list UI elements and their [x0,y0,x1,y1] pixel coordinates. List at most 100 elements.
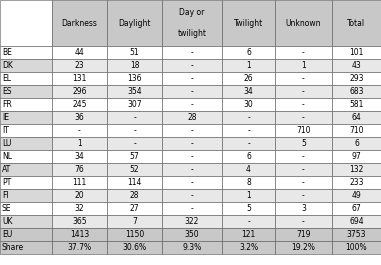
Text: 3: 3 [301,204,306,213]
Bar [275,98,332,111]
Bar [162,98,222,111]
Bar [0,163,52,176]
Bar [0,59,52,72]
Text: SE: SE [2,204,11,213]
Bar [222,228,275,241]
Bar [275,46,332,59]
Text: EL: EL [2,74,11,83]
Bar [52,189,107,202]
Bar [222,241,275,254]
Bar [52,111,107,124]
Bar [332,241,381,254]
Text: -: - [190,139,194,148]
Text: 30.6%: 30.6% [122,243,147,252]
Text: 719: 719 [296,230,311,239]
Text: -: - [302,217,305,226]
Bar [0,137,52,150]
Bar [162,228,222,241]
Text: 76: 76 [75,165,84,174]
Bar [0,72,52,85]
Text: 51: 51 [130,48,139,57]
Text: -: - [247,126,250,135]
Bar [52,176,107,189]
Text: 44: 44 [75,48,84,57]
Bar [332,215,381,228]
Bar [52,98,107,111]
Text: -: - [190,100,194,109]
Bar [0,150,52,163]
Text: FR: FR [2,100,12,109]
Bar [222,111,275,124]
Text: -: - [302,74,305,83]
Bar [162,85,222,98]
Bar [275,0,332,46]
Text: 57: 57 [130,152,139,161]
Text: 9.3%: 9.3% [182,243,202,252]
Text: 114: 114 [127,178,142,187]
Text: -: - [302,178,305,187]
Bar [162,72,222,85]
Bar [275,111,332,124]
Text: Twilight: Twilight [234,19,263,28]
Bar [275,228,332,241]
Bar [222,202,275,215]
Bar [332,124,381,137]
Text: -: - [302,87,305,96]
Bar [162,137,222,150]
Bar [222,72,275,85]
Text: 296: 296 [72,87,87,96]
Bar [275,72,332,85]
Bar [222,46,275,59]
Bar [107,85,162,98]
Text: Unknown: Unknown [286,19,321,28]
Bar [107,124,162,137]
Text: 1150: 1150 [125,230,144,239]
Text: BE: BE [2,48,12,57]
Bar [0,85,52,98]
Bar [107,228,162,241]
Bar [107,241,162,254]
Bar [275,85,332,98]
Text: 245: 245 [72,100,87,109]
Text: 64: 64 [352,113,361,122]
Bar [0,46,52,59]
Bar [275,202,332,215]
Bar [107,59,162,72]
Text: 710: 710 [296,126,311,135]
Text: NL: NL [2,152,12,161]
Text: 710: 710 [349,126,364,135]
Text: -: - [78,126,81,135]
Bar [162,241,222,254]
Text: 52: 52 [130,165,139,174]
Bar [0,228,52,241]
Text: -: - [190,191,194,200]
Text: 28: 28 [130,191,139,200]
Text: 18: 18 [130,61,139,70]
Bar [52,163,107,176]
Text: -: - [302,191,305,200]
Bar [222,176,275,189]
Bar [332,72,381,85]
Bar [275,59,332,72]
Text: 1: 1 [77,139,82,148]
Text: Darkness: Darkness [62,19,98,28]
Bar [52,59,107,72]
Text: 5: 5 [301,139,306,148]
Text: 43: 43 [352,61,361,70]
Text: Day or

twilight: Day or twilight [178,8,207,38]
Bar [107,215,162,228]
Text: -: - [190,48,194,57]
Bar [332,228,381,241]
Bar [0,215,52,228]
Text: 4: 4 [246,165,251,174]
Bar [332,176,381,189]
Text: 19.2%: 19.2% [291,243,315,252]
Text: 20: 20 [75,191,84,200]
Text: Share: Share [2,243,24,252]
Text: 26: 26 [244,74,253,83]
Text: -: - [190,87,194,96]
Text: -: - [302,152,305,161]
Text: -: - [247,139,250,148]
Text: FI: FI [2,191,9,200]
Bar [332,85,381,98]
